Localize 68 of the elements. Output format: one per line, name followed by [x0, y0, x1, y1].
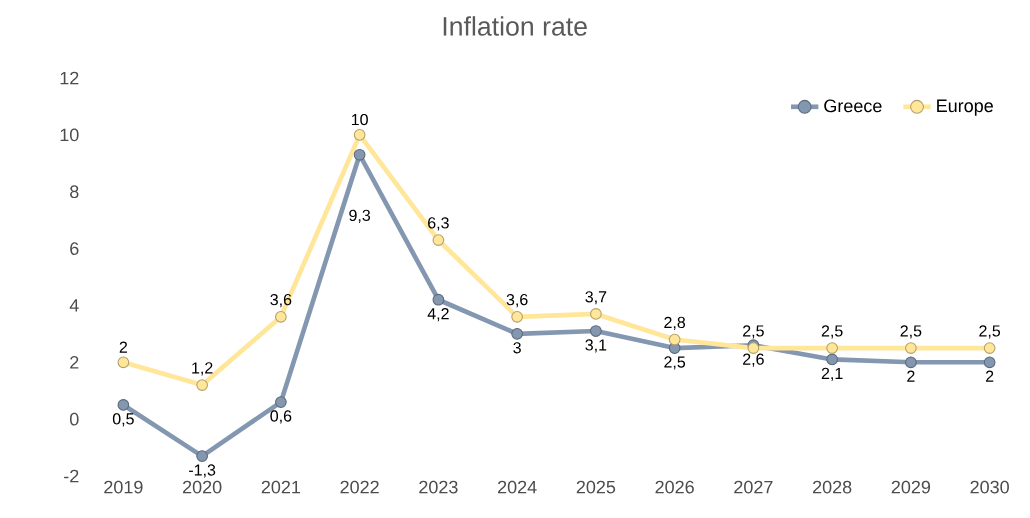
- point: [353, 128, 366, 141]
- y-tick-label: -2: [64, 469, 79, 483]
- y-tick-label: 6: [70, 242, 79, 255]
- y-tick-label: 10: [60, 128, 79, 142]
- data-label: 3,7: [585, 291, 607, 305]
- legend-label: Europe: [937, 99, 993, 116]
- y-tick-label: 8: [70, 185, 79, 199]
- data-label: 0,5: [112, 413, 134, 427]
- point: [432, 234, 445, 246]
- data-label: 2,1: [821, 367, 843, 381]
- y-tick-label: 12: [60, 71, 79, 85]
- x-tick-label: 2026: [655, 480, 694, 494]
- x-tick-label: 2020: [183, 480, 222, 494]
- data-label: 2: [119, 341, 128, 353]
- point: [117, 399, 130, 411]
- data-label: 6,3: [428, 217, 449, 231]
- data-label: 3,6: [506, 293, 528, 308]
- point: [826, 342, 839, 354]
- y-tick-label: 2: [70, 356, 79, 369]
- data-label: -1,3: [189, 464, 216, 478]
- point: [353, 148, 366, 161]
- legend-label: Greece: [824, 99, 882, 113]
- x-tick-label: 2021: [261, 480, 301, 494]
- x-tick-label: 2029: [891, 480, 931, 494]
- point: [668, 333, 681, 346]
- point: [905, 356, 917, 369]
- data-label: 2,5: [821, 325, 843, 339]
- y-tick-label: 4: [69, 299, 79, 312]
- y-tick-label: 0: [69, 412, 79, 426]
- x-tick-label: 2027: [734, 480, 773, 494]
- data-label: 2,5: [900, 325, 922, 339]
- point: [905, 342, 917, 354]
- data-label: 0,6: [270, 410, 292, 424]
- point: [432, 293, 445, 306]
- chart-title: Inflation rate: [443, 16, 587, 36]
- data-label: 2,5: [664, 356, 686, 370]
- point: [590, 325, 602, 337]
- x-tick-label: 2022: [340, 480, 379, 494]
- x-tick-label: 2024: [498, 480, 537, 494]
- data-label: 2: [985, 370, 994, 382]
- data-label: 3: [513, 342, 521, 354]
- data-label: 3,1: [585, 339, 607, 353]
- point: [511, 327, 523, 340]
- data-label: 4,2: [427, 308, 449, 322]
- point: [983, 342, 996, 354]
- data-label: 2,5: [743, 325, 764, 339]
- x-tick-label: 2019: [104, 480, 143, 494]
- data-label: 3,6: [270, 293, 292, 308]
- data-label: 9,3: [349, 209, 371, 223]
- x-tick-label: 2023: [419, 480, 458, 494]
- x-tick-label: 2030: [970, 480, 1009, 494]
- data-label: 2,5: [979, 325, 1001, 339]
- point: [275, 396, 287, 408]
- point: [590, 308, 602, 320]
- x-tick-label: 2025: [576, 480, 616, 494]
- data-label: 2,8: [664, 316, 686, 330]
- point: [196, 379, 209, 391]
- x-tick-label: 2028: [813, 480, 852, 494]
- point: [196, 450, 209, 462]
- data-label: 10: [351, 113, 368, 126]
- point: [511, 310, 523, 323]
- point: [826, 353, 839, 366]
- point: [275, 310, 287, 323]
- point: [117, 356, 130, 369]
- data-label: 2,6: [743, 353, 764, 367]
- data-label: 2: [907, 370, 915, 382]
- point: [983, 356, 996, 369]
- data-label: 1,2: [192, 362, 213, 376]
